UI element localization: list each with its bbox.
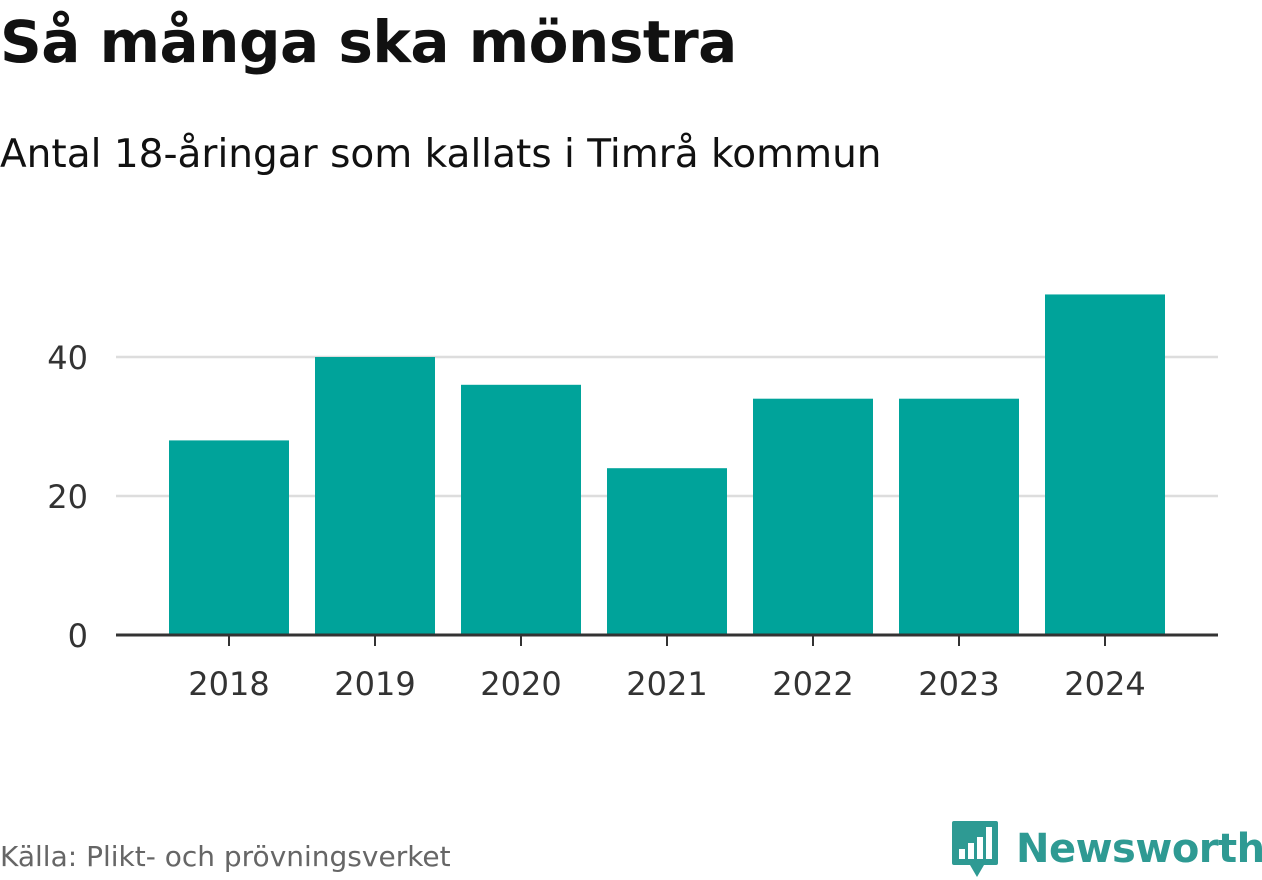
x-tick-label-2021: 2021 xyxy=(626,665,707,703)
bar-2021 xyxy=(607,468,727,635)
x-tick-label-2024: 2024 xyxy=(1064,665,1145,703)
source-note: Källa: Plikt- och prövningsverket xyxy=(0,840,451,873)
brand-name: Newsworthy xyxy=(1016,826,1262,872)
x-tick-label-2020: 2020 xyxy=(480,665,561,703)
chart-title: Så många ska mönstra xyxy=(0,8,737,76)
x-tick-label-2018: 2018 xyxy=(188,665,269,703)
x-tick-label-2022: 2022 xyxy=(772,665,853,703)
bar-2024 xyxy=(1045,294,1165,635)
x-axis-labels: 2018 2019 2020 2021 2022 2023 2024 xyxy=(188,665,1145,703)
bar-2020 xyxy=(461,384,581,635)
brand-logo[interactable]: Newsworthy xyxy=(950,818,1262,880)
y-tick-label: 20 xyxy=(47,478,88,516)
chart-subtitle: Antal 18-åringar som kallats i Timrå kom… xyxy=(0,132,882,177)
bar-2022 xyxy=(753,398,873,635)
x-tick-label-2019: 2019 xyxy=(334,665,415,703)
bars xyxy=(169,294,1165,635)
x-axis-ticks xyxy=(228,635,1106,646)
y-axis-labels: 0 20 40 xyxy=(47,339,88,655)
y-tick-label: 0 xyxy=(68,617,88,655)
x-tick-label-2023: 2023 xyxy=(918,665,999,703)
bar-2023 xyxy=(899,398,1019,635)
bar-chart: 0 20 40 2018 2019 2020 2021 2022 2023 2024 xyxy=(47,294,1218,703)
newsworthy-logo-icon xyxy=(952,821,998,877)
y-tick-label: 40 xyxy=(47,339,88,377)
bar-2019 xyxy=(315,357,435,635)
bar-2018 xyxy=(169,440,289,635)
